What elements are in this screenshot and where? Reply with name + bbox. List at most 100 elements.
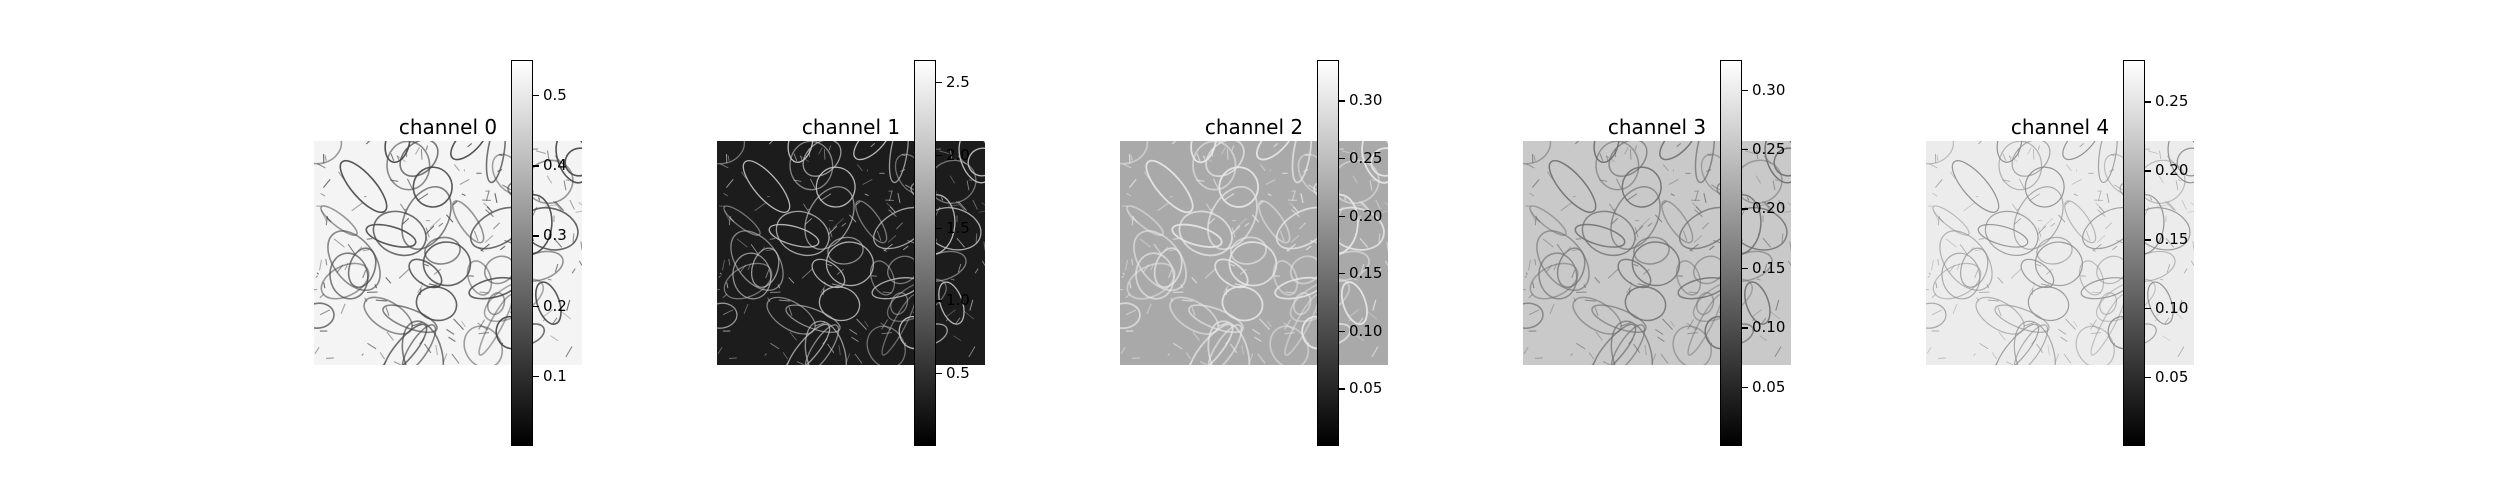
texture-cell — [2075, 325, 2115, 365]
texture-cell — [1340, 281, 1368, 326]
texture-fiber — [1226, 281, 1230, 285]
texture-cell — [1126, 205, 1164, 237]
texture-cell — [1214, 258, 1249, 289]
texture-fiber — [1142, 264, 1150, 273]
texture-fiber — [2089, 322, 2101, 331]
texture-fiber — [1172, 237, 1179, 240]
texture-fiber — [1192, 331, 1200, 341]
texture-fiber — [1588, 352, 1595, 360]
texture-fiber — [2041, 217, 2053, 229]
texture-fiber — [938, 150, 950, 155]
texture-fiber — [544, 204, 556, 207]
texture-fiber — [1775, 299, 1780, 311]
texture-fiber — [1747, 197, 1750, 201]
texture-fiber — [1994, 360, 1999, 365]
texture-fiber — [1348, 318, 1352, 322]
texture-fiber — [552, 317, 558, 324]
texture-fiber — [1695, 206, 1702, 213]
texture-fiber — [326, 216, 332, 223]
texture-fiber — [419, 288, 422, 296]
texture-fiber — [2032, 149, 2035, 160]
texture-cell — [1998, 141, 2043, 191]
texture-fiber — [435, 344, 438, 356]
texture-cell — [2167, 141, 2194, 184]
texture-fiber — [347, 243, 356, 255]
texture-fiber — [1285, 291, 1295, 294]
texture-fiber — [1931, 309, 1943, 316]
texture-fiber — [831, 283, 843, 287]
texture-cell — [401, 324, 437, 365]
texture-fiber — [566, 299, 571, 311]
texture-fiber — [319, 293, 325, 299]
texture-fiber — [362, 248, 370, 252]
texture-fiber — [2037, 236, 2040, 242]
texture-fiber — [374, 284, 378, 289]
texture-fiber — [1121, 275, 1125, 278]
texture-cell — [1694, 141, 1716, 184]
texture-fiber — [1360, 263, 1365, 273]
texture-cell — [723, 262, 773, 300]
texture-cell — [1773, 147, 1791, 177]
texture-cell — [1257, 200, 1291, 244]
texture-fiber — [832, 217, 845, 229]
texture-fiber — [1781, 233, 1784, 243]
texture-fiber — [1599, 153, 1604, 161]
texture-fiber — [459, 178, 470, 185]
texture-fiber — [325, 357, 334, 359]
texture-fiber — [2156, 204, 2168, 207]
channel-3-colorbar — [1720, 60, 1742, 446]
colorbar-tick-label: 0.25 — [1349, 148, 1383, 167]
texture-fiber — [2164, 200, 2174, 211]
texture-fiber — [554, 201, 565, 211]
texture-cell — [2176, 147, 2194, 177]
texture-fiber — [1545, 264, 1553, 273]
texture-fiber — [1615, 178, 1622, 189]
texture-fiber — [855, 200, 861, 206]
colorbar-tick-mark — [1339, 273, 1345, 275]
texture-fiber — [1932, 210, 1939, 222]
texture-fiber — [1360, 155, 1370, 165]
texture-fiber — [2114, 184, 2123, 191]
texture-fiber — [366, 238, 373, 240]
texture-fiber — [1291, 190, 1296, 192]
colorbar-tick-label: 2.0 — [946, 145, 970, 164]
texture-fiber — [1687, 319, 1695, 330]
texture-cell — [408, 258, 443, 289]
texture-fiber — [887, 235, 897, 243]
texture-fiber — [2091, 247, 2097, 253]
texture-fiber — [2159, 278, 2164, 281]
texture-cell — [717, 302, 738, 329]
texture-fiber — [722, 309, 734, 316]
colorbar-tick-mark — [533, 165, 539, 167]
texture-cell — [466, 260, 493, 296]
texture-cell — [1932, 262, 1982, 300]
texture-fiber — [1167, 353, 1170, 356]
texture-cell — [1621, 166, 1662, 208]
texture-fiber — [2096, 235, 2106, 243]
texture-fiber — [1694, 190, 1699, 202]
texture-fiber — [2192, 241, 2194, 251]
texture-cell — [1153, 247, 1183, 289]
texture-fiber — [1279, 230, 1285, 242]
texture-fiber — [1605, 155, 1615, 163]
texture-fiber — [1298, 222, 1307, 230]
texture-fiber — [461, 193, 466, 197]
texture-fiber — [2064, 200, 2070, 206]
texture-fiber — [788, 277, 795, 284]
texture-fiber — [451, 353, 460, 364]
texture-fiber — [1191, 276, 1198, 284]
texture-fiber — [1153, 243, 1162, 255]
texture-fiber — [1259, 164, 1266, 172]
texture-fiber — [1761, 200, 1771, 211]
texture-fiber — [1188, 360, 1193, 365]
texture-fiber — [1353, 278, 1358, 281]
texture-cell — [2036, 236, 2073, 265]
texture-fiber — [537, 197, 541, 201]
texture-fiber — [820, 193, 832, 202]
texture-fiber — [1283, 322, 1295, 331]
texture-fiber — [1756, 278, 1761, 281]
texture-fiber — [1384, 260, 1388, 266]
texture-fiber — [1168, 248, 1176, 252]
texture-fiber — [1751, 309, 1763, 318]
texture-fiber — [1381, 210, 1388, 213]
